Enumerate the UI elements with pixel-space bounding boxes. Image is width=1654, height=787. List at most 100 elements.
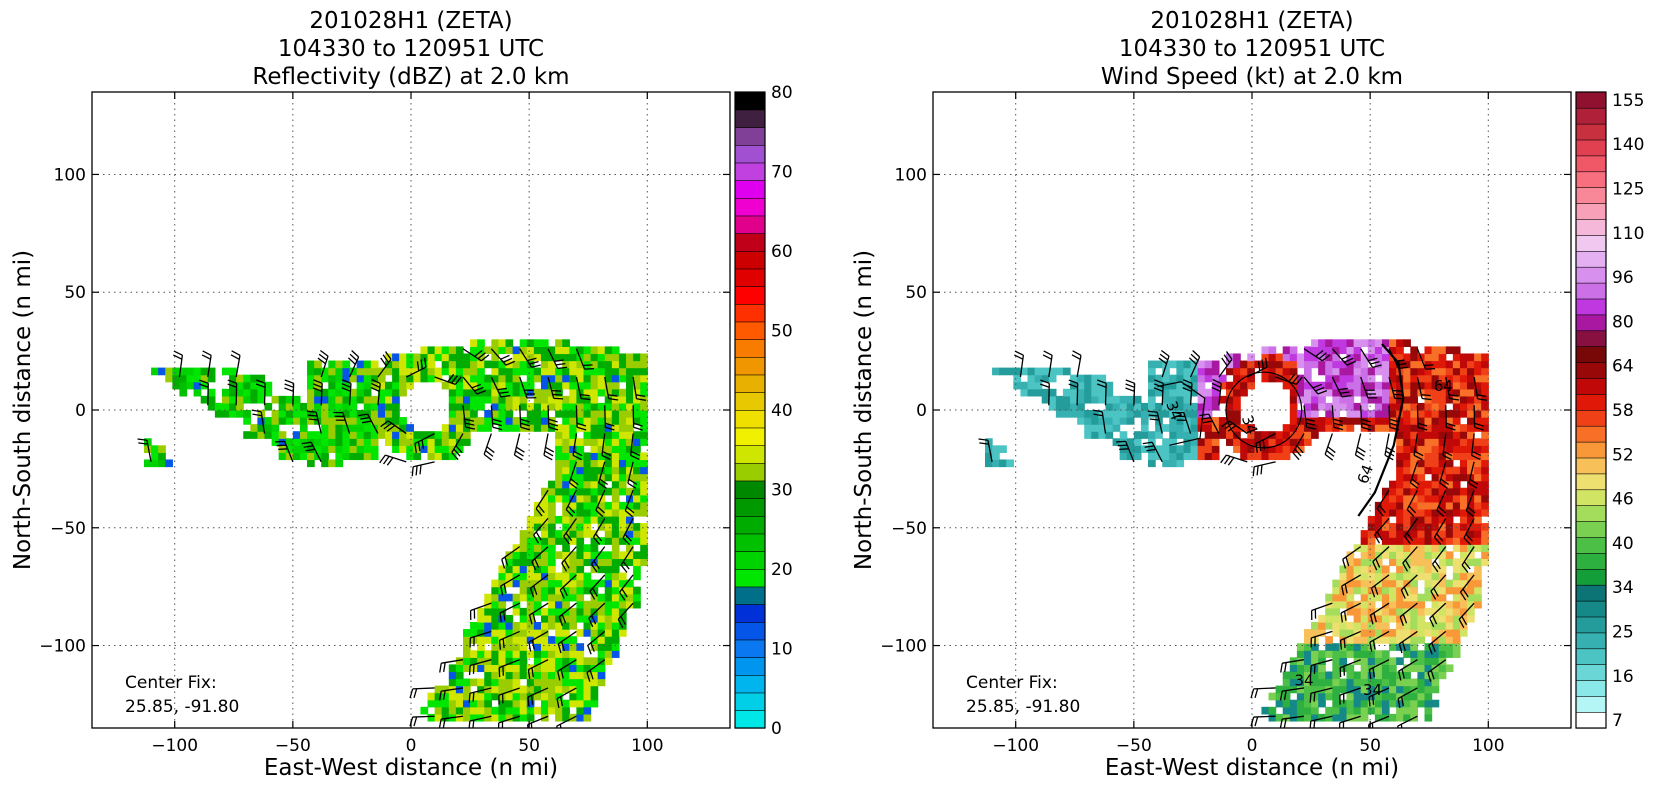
left-field-cell-1292: [618, 473, 627, 482]
left-field-cell-178: [335, 438, 344, 446]
left-field-cell-260: [377, 402, 386, 411]
right-field-cell-411: [1303, 699, 1312, 708]
right-field-cell-766: [1381, 664, 1390, 673]
left-field-cell-70: [257, 431, 266, 439]
right-field-cell-533: [1332, 402, 1341, 411]
left-field-cell-58: [243, 417, 251, 425]
right-field-cell-154: [1162, 402, 1170, 411]
right-field-cell-642: [1360, 706, 1369, 715]
left-field-cell-721: [526, 374, 535, 383]
right-field-cell-148: [1162, 459, 1170, 468]
left-field-cell-388: [448, 381, 457, 390]
right-field-cell-1124: [1431, 487, 1440, 496]
right-field-cell-317: [1261, 367, 1270, 376]
right-field-cell-1149: [1438, 643, 1447, 651]
left-field-cell-334: [427, 445, 436, 453]
right-wind-barb-57: [1368, 659, 1390, 680]
left-field-cell-627: [512, 650, 521, 658]
right-field-cell-761: [1381, 699, 1390, 708]
right-field-cell-1342: [1467, 381, 1475, 390]
left-field-cell-31: [200, 367, 209, 376]
right-field-cell-296: [1247, 452, 1255, 461]
right-field-cell-921: [1403, 537, 1411, 545]
right-field-cell-907: [1403, 636, 1411, 644]
right-field-cell-103: [1119, 395, 1128, 404]
left-field-cell-857: [555, 685, 563, 694]
right-field-cell-263: [1226, 424, 1234, 432]
left-field-cell-754: [533, 424, 542, 432]
left-field-cell-51: [236, 410, 244, 418]
left-field-cell-255: [370, 360, 379, 369]
right-field-cell-727: [1374, 657, 1383, 665]
left-field-cell-1049: [576, 346, 585, 355]
left-field-cell-337: [427, 374, 436, 383]
right-field-cell-572: [1339, 339, 1348, 347]
left-field-cell-1238: [611, 586, 620, 595]
left-wind-barb-2: [199, 379, 209, 406]
right-field-cell-1309: [1459, 353, 1468, 362]
right-field-cell-151: [1162, 438, 1170, 446]
left-field-cell-20: [179, 367, 188, 376]
left-field-cell-82: [264, 388, 273, 397]
left-field-cell-53: [236, 395, 244, 404]
right-colorbar-swatch-13: [1575, 505, 1607, 522]
left-field-cell-1186: [597, 346, 606, 355]
right-field-cell-910: [1403, 614, 1411, 623]
right-field-cell-276: [1233, 424, 1241, 432]
left-field-cell-1336: [626, 388, 634, 397]
left-field-cell-1289: [618, 501, 627, 510]
left-field-cell-1093: [583, 360, 592, 369]
right-field-cell-605: [1346, 353, 1355, 362]
right-field-cell-31: [1048, 402, 1057, 411]
left-field-cell-18: [179, 381, 188, 390]
left-field-cell-208: [349, 424, 358, 432]
right-field-cell-465: [1318, 685, 1326, 694]
right-field-cell-306: [1254, 452, 1263, 461]
right-field-cell-291: [1240, 388, 1248, 397]
right-field-cell-164: [1169, 438, 1177, 446]
left-field-cell-1017: [576, 579, 585, 588]
right-field-cell-1074: [1424, 501, 1433, 510]
right-field-cell-187: [1176, 367, 1185, 376]
right-wind-barb-31: [1292, 433, 1305, 461]
left-field-cell-344: [434, 699, 443, 708]
left-field-cell-1387: [640, 459, 648, 468]
left-field-cell-856: [555, 692, 563, 701]
left-field-cell-862: [555, 650, 563, 658]
left-field-cell-66: [250, 395, 259, 404]
left-field-cell-1352: [633, 508, 641, 517]
right-field-cell-346: [1282, 706, 1291, 715]
left-field-cell-873: [555, 572, 563, 581]
right-field-cell-11: [1006, 459, 1014, 468]
left-field-cell-604: [505, 558, 514, 567]
left-field-cell-447: [470, 678, 478, 687]
left-field-cell-306: [406, 431, 414, 439]
left-field-cell-1007: [576, 664, 585, 673]
left-field-cell-1385: [640, 473, 648, 482]
right-field-cell-955: [1410, 664, 1419, 673]
right-field-cell-496: [1325, 607, 1333, 616]
right-wind-barb-13: [1158, 349, 1170, 378]
right-field-cell-995: [1410, 381, 1419, 390]
right-field-cell-68: [1091, 417, 1100, 425]
left-field-cell-199: [342, 388, 351, 397]
left-field-cell-750: [533, 523, 542, 531]
left-field-cell-81: [264, 402, 273, 411]
right-field-cell-156: [1162, 388, 1170, 397]
right-field-cell-384: [1289, 353, 1298, 362]
right-field-cell-1036: [1417, 431, 1426, 439]
right-field-cell-353: [1282, 445, 1291, 453]
right-field-cell-228: [1197, 360, 1206, 369]
left-field-cell-383: [448, 417, 457, 425]
left-field-cell-261: [377, 395, 386, 404]
left-field-cell-1310: [626, 593, 634, 602]
right-field-cell-162: [1169, 452, 1177, 461]
left-field-cell-467: [477, 713, 485, 722]
left-field-cell-756: [533, 410, 542, 418]
right-field-cell-778: [1381, 572, 1390, 581]
right-field-cell-48: [1070, 388, 1078, 397]
left-field-cell-121: [307, 459, 315, 468]
right-field-cell-1014: [1417, 600, 1426, 609]
left-colorbar-swatch-34: [734, 109, 766, 128]
right-field-cell-1233: [1452, 636, 1461, 644]
